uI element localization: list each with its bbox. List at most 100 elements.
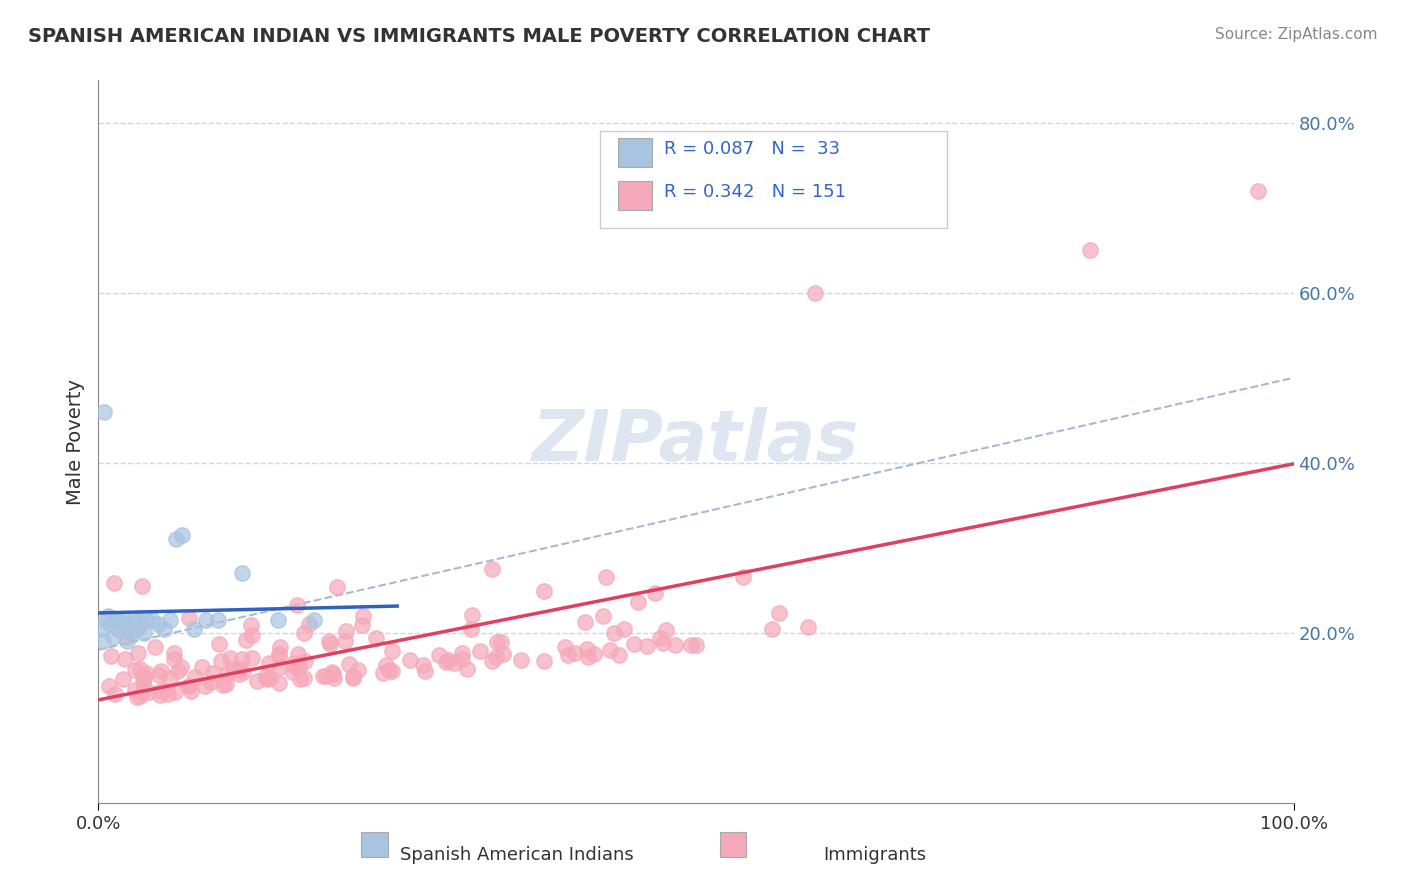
Point [104, 687, 127, 701]
Point [97, 679, 120, 693]
Point [163, 646, 186, 660]
Point [114, 630, 136, 644]
Point [104, 613, 127, 627]
Point [259, 671, 281, 685]
Point [202, 666, 225, 681]
Point [796, 619, 818, 633]
Point [576, 650, 599, 665]
Point [489, 634, 512, 648]
Point [804, 285, 827, 300]
Point [108, 613, 131, 627]
Point [190, 660, 212, 674]
Point [93, 405, 115, 419]
Point [342, 669, 364, 683]
Point [761, 622, 783, 636]
Point [434, 655, 457, 669]
Point [443, 656, 465, 670]
Point [292, 626, 315, 640]
Point [231, 566, 253, 581]
Point [267, 648, 290, 663]
Text: Spanish American Indians: Spanish American Indians [399, 847, 634, 864]
Point [321, 665, 343, 679]
Point [177, 610, 200, 624]
Point [128, 689, 150, 703]
Point [267, 675, 290, 690]
Point [575, 642, 598, 657]
Point [613, 622, 636, 636]
Point [574, 615, 596, 629]
Point [486, 634, 509, 648]
Point [533, 654, 555, 668]
Point [222, 662, 245, 676]
Point [267, 613, 290, 627]
Point [337, 657, 360, 671]
Point [460, 622, 482, 636]
Point [371, 665, 394, 680]
Point [381, 664, 404, 678]
Point [492, 647, 515, 661]
Point [315, 669, 337, 683]
Point [285, 598, 308, 612]
Point [91, 634, 114, 648]
Point [235, 632, 257, 647]
Point [352, 608, 374, 623]
Point [112, 672, 135, 686]
Point [149, 688, 172, 702]
Point [427, 648, 450, 662]
Point [681, 638, 703, 652]
Point [94, 613, 117, 627]
Point [165, 685, 187, 699]
Point [627, 594, 650, 608]
Point [159, 671, 181, 685]
Point [127, 646, 149, 660]
Point [257, 657, 280, 671]
Point [124, 613, 146, 627]
Point [228, 662, 250, 676]
Point [652, 636, 675, 650]
Point [107, 622, 129, 636]
Point [231, 651, 253, 665]
Point [215, 677, 238, 691]
Point [375, 657, 398, 672]
Point [287, 647, 309, 661]
Point [125, 690, 148, 705]
Point [281, 665, 304, 680]
Point [129, 662, 152, 676]
Point [554, 640, 576, 654]
Point [219, 651, 242, 665]
Point [177, 679, 200, 693]
Point [121, 625, 143, 640]
Point [177, 679, 200, 693]
Point [378, 663, 401, 677]
Point [148, 617, 170, 632]
Point [533, 583, 555, 598]
Point [292, 671, 315, 685]
Point [131, 579, 153, 593]
Point [346, 663, 368, 677]
Point [644, 586, 666, 600]
Point [100, 649, 122, 664]
Point [269, 659, 291, 673]
Point [312, 669, 335, 683]
Bar [720, 831, 747, 857]
Point [288, 660, 311, 674]
Text: SPANISH AMERICAN INDIAN VS IMMIGRANTS MALE POVERTY CORRELATION CHART: SPANISH AMERICAN INDIAN VS IMMIGRANTS MA… [28, 27, 931, 45]
Point [481, 562, 503, 576]
Point [322, 667, 344, 681]
Point [685, 638, 707, 652]
Point [183, 622, 205, 636]
Point [450, 652, 472, 666]
Point [470, 644, 492, 658]
Point [132, 625, 155, 640]
Point [456, 662, 478, 676]
Point [194, 679, 217, 693]
Point [228, 667, 250, 681]
Text: R = 0.087   N =  33: R = 0.087 N = 33 [664, 140, 839, 158]
Point [256, 673, 278, 687]
Point [623, 637, 645, 651]
Point [664, 639, 686, 653]
Point [153, 622, 176, 636]
Point [302, 613, 325, 627]
Point [319, 637, 342, 651]
Point [111, 617, 134, 632]
